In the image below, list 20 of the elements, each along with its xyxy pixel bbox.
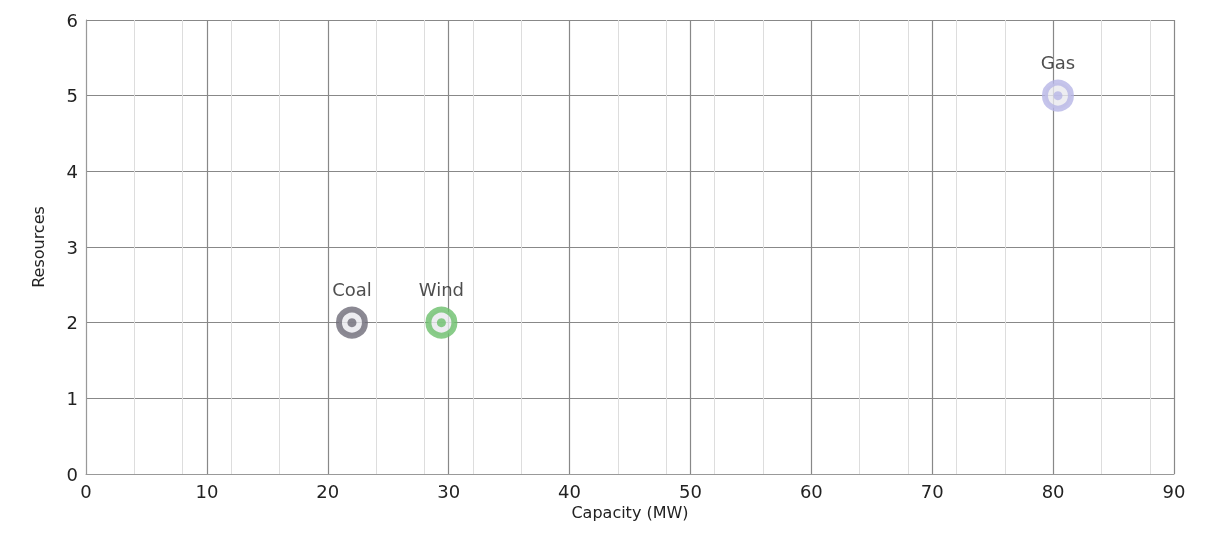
x-tick-label: 70 <box>920 480 944 502</box>
x-tick-label: 20 <box>316 480 340 502</box>
y-tick-label: 5 <box>66 85 78 107</box>
x-tick-label: 40 <box>558 480 582 502</box>
series-label: Coal <box>332 279 372 301</box>
x-tick-label: 50 <box>678 480 702 502</box>
y-axis-title: Resources <box>28 206 48 288</box>
y-tick-label: 3 <box>66 236 78 258</box>
y-tick-label: 6 <box>66 9 78 31</box>
x-tick-label: 60 <box>799 480 823 502</box>
y-tick-label: 0 <box>66 463 78 485</box>
x-tick-label: 30 <box>437 480 461 502</box>
x-tick-label: 0 <box>80 480 92 502</box>
y-tick-label: 4 <box>66 160 78 182</box>
y-tick-label: 1 <box>66 387 78 409</box>
x-tick-label: 10 <box>195 480 219 502</box>
x-tick-label: 80 <box>1041 480 1065 502</box>
y-tick-label: 2 <box>66 312 78 334</box>
x-tick-label: 90 <box>1162 480 1186 502</box>
x-axis-title: Capacity (MW) <box>571 503 689 523</box>
